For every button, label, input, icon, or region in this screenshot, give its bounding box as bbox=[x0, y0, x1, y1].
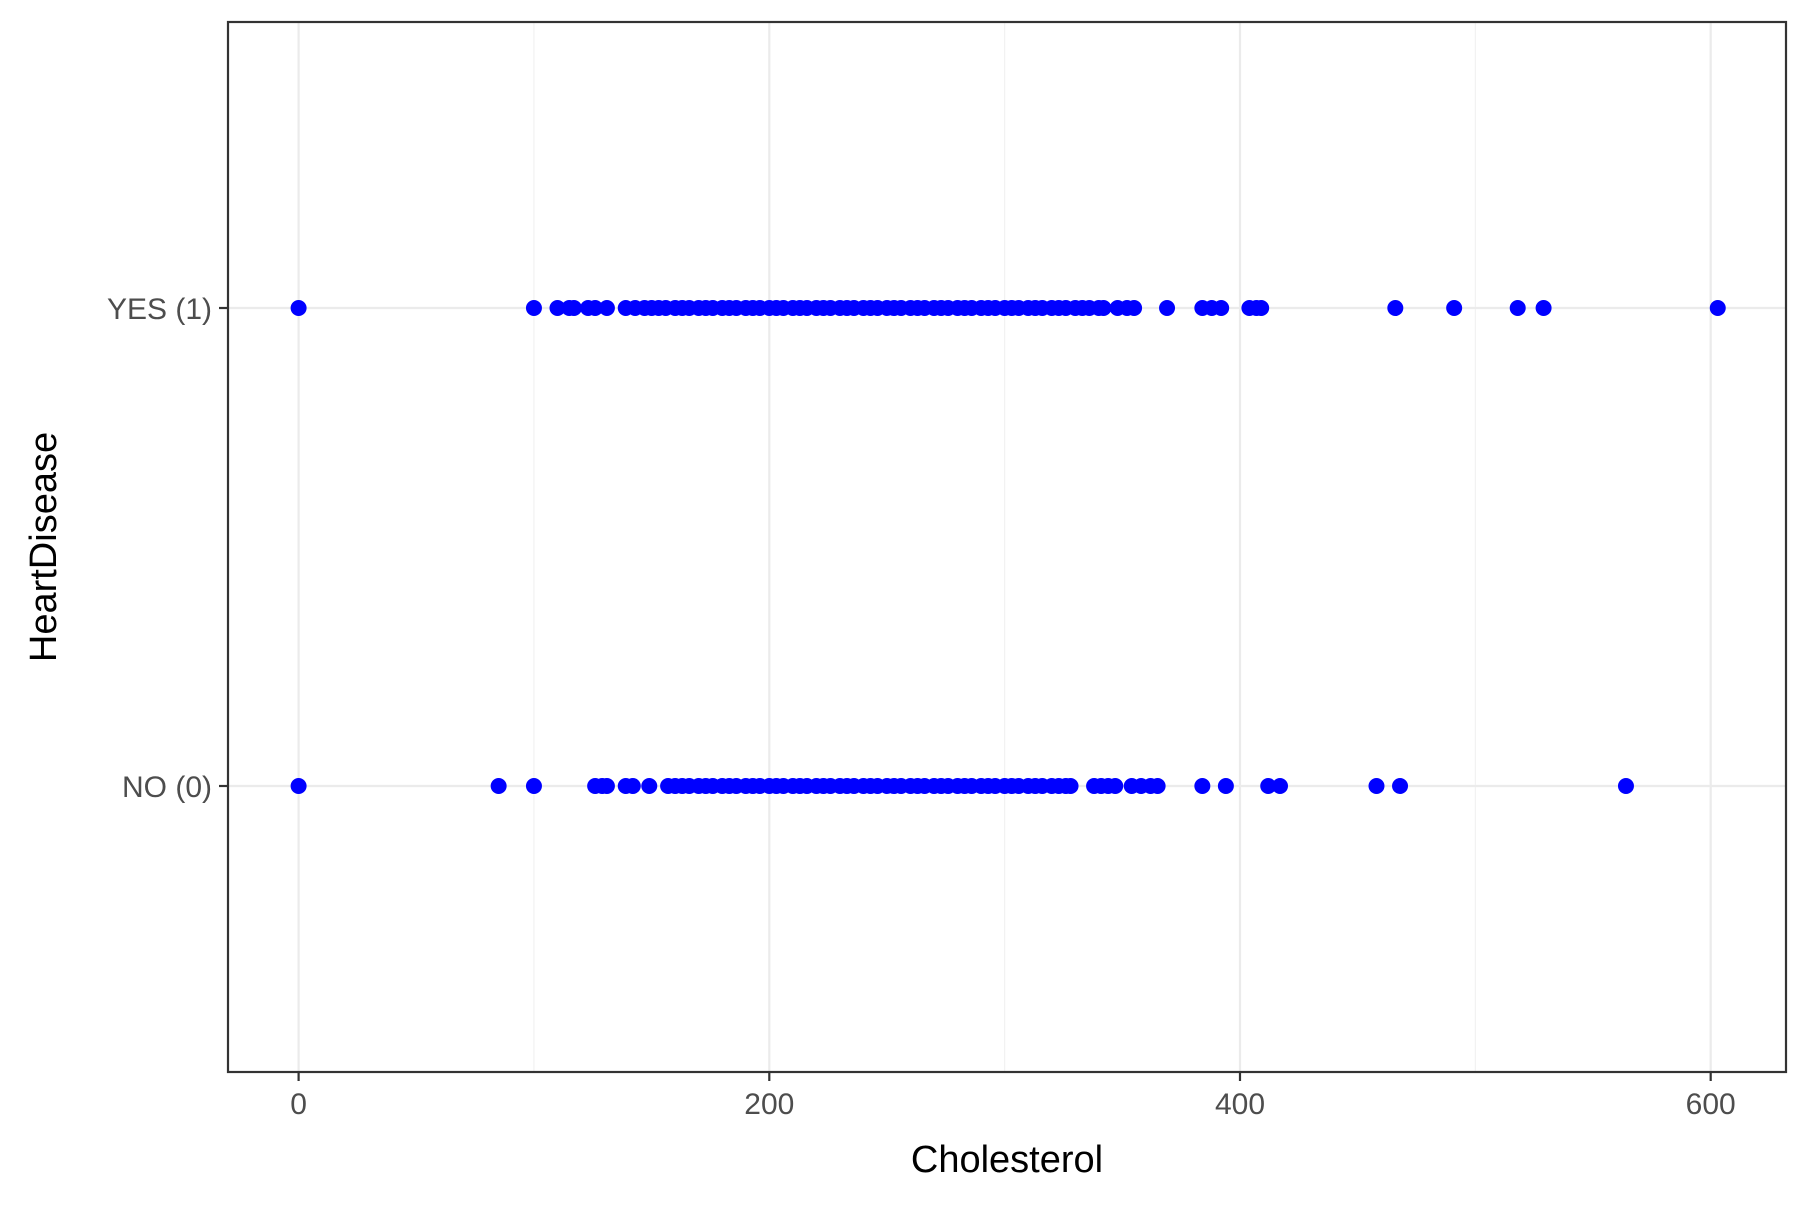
data-point bbox=[1095, 300, 1112, 316]
data-point bbox=[641, 778, 658, 794]
x-tick-label: 200 bbox=[744, 1088, 794, 1121]
data-point bbox=[1062, 778, 1079, 794]
data-point bbox=[1107, 778, 1124, 794]
data-point bbox=[1617, 778, 1634, 794]
data-point bbox=[1368, 778, 1385, 794]
data-point bbox=[1387, 300, 1404, 316]
data-point bbox=[1509, 300, 1526, 316]
x-tick-label: 400 bbox=[1215, 1088, 1265, 1121]
y-axis-title: HeartDisease bbox=[23, 432, 65, 662]
data-point bbox=[1126, 300, 1143, 316]
x-tick-label: 600 bbox=[1686, 1088, 1736, 1121]
data-point bbox=[1392, 778, 1409, 794]
data-point bbox=[624, 778, 641, 794]
x-axis-title: Cholesterol bbox=[911, 1139, 1103, 1181]
data-point bbox=[1272, 778, 1289, 794]
data-point bbox=[1217, 778, 1234, 794]
data-point bbox=[1213, 300, 1230, 316]
data-points bbox=[290, 300, 1726, 794]
data-point bbox=[490, 778, 507, 794]
y-tick-label: NO (0) bbox=[122, 771, 212, 804]
data-point bbox=[1253, 300, 1270, 316]
data-point bbox=[549, 300, 566, 316]
data-point bbox=[1194, 778, 1211, 794]
data-point bbox=[1149, 778, 1166, 794]
data-point bbox=[1709, 300, 1726, 316]
data-point bbox=[1260, 778, 1277, 794]
data-point bbox=[565, 300, 582, 316]
data-point bbox=[598, 778, 615, 794]
data-point bbox=[598, 300, 615, 316]
data-point bbox=[587, 300, 604, 316]
grid-lines bbox=[228, 22, 1786, 1072]
x-tick-label: 0 bbox=[290, 1088, 307, 1121]
data-point bbox=[290, 300, 307, 316]
y-tick-label: YES (1) bbox=[107, 293, 212, 326]
data-point bbox=[1446, 300, 1463, 316]
plot-panel-border bbox=[226, 20, 1788, 1074]
data-point bbox=[525, 300, 542, 316]
data-point bbox=[525, 778, 542, 794]
axis-ticks: 0 200 400 600 NO (0) YES (1) bbox=[107, 293, 1736, 1121]
data-point bbox=[1159, 300, 1176, 316]
data-point bbox=[290, 778, 307, 794]
data-point bbox=[1535, 300, 1552, 316]
